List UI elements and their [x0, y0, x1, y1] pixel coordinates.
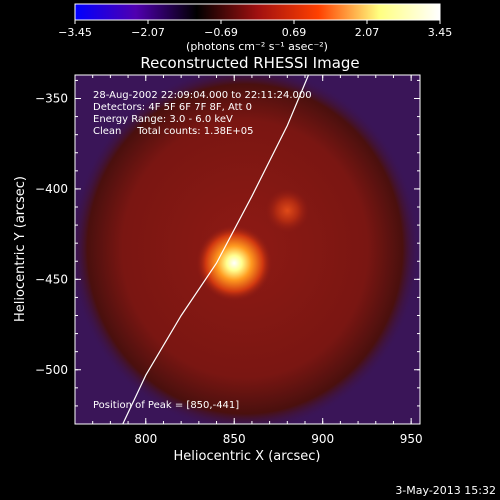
colorbar-tick-label: −0.69 [204, 26, 238, 39]
footer-date: 3-May-2013 15:32 [395, 484, 496, 497]
y-tick-label: −500 [35, 363, 68, 377]
colorbar-tick-label: −3.45 [58, 26, 92, 39]
colorbar-tick-label: 3.45 [428, 26, 453, 39]
y-tick-label: −450 [35, 272, 68, 286]
y-axis: −350 −400 −450 −500 [35, 79, 420, 407]
x-tick-label: 950 [400, 432, 423, 446]
x-axis-label: Heliocentric X (arcsec) [174, 449, 321, 464]
colorbar-ticks: −3.45 −2.07 −0.69 0.69 2.07 3.45 [58, 20, 452, 39]
x-tick-label: 800 [134, 432, 157, 446]
x-tick-label: 900 [311, 432, 334, 446]
colorbar-tick-label: 2.07 [355, 26, 380, 39]
colorbar-tick-label: 0.69 [282, 26, 307, 39]
x-tick-label: 850 [223, 432, 246, 446]
colorbar-unit-label: (photons cm⁻² s⁻¹ asec⁻²) [186, 40, 328, 53]
colorbar [74, 3, 441, 21]
y-tick-label: −350 [35, 92, 68, 106]
plot-frame [74, 74, 421, 425]
y-tick-label: −400 [35, 182, 68, 196]
secondary-source [265, 188, 310, 233]
y-axis-label: Heliocentric Y (arcsec) [13, 176, 28, 322]
solar-limb-curve [122, 75, 310, 424]
annotation-peak: Position of Peak = [850,-441] [93, 400, 239, 411]
x-axis: 800 850 900 950 [92, 75, 423, 446]
colorbar-tick-label: −2.07 [131, 26, 165, 39]
annotation-counts: Clean Total counts: 1.38E+05 [93, 126, 253, 137]
image-area [75, 75, 420, 424]
annotation-detectors: Detectors: 4F 5F 6F 7F 8F, Att 0 [93, 102, 252, 113]
chart-title: Reconstructed RHESSI Image [140, 54, 359, 72]
peak-source [196, 225, 273, 302]
annotation-energy: Energy Range: 3.0 - 6.0 keV [93, 114, 233, 125]
annotation-time: 28-Aug-2002 22:09:04.000 to 22:11:24.000 [93, 90, 312, 101]
